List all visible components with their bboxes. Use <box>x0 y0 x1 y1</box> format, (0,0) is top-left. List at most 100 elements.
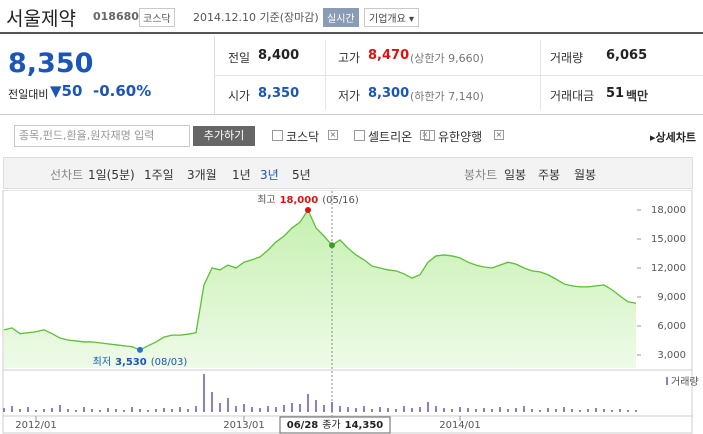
y-tick-label: 3,000 <box>657 350 686 361</box>
line-tab[interactable]: 3년 <box>260 168 279 182</box>
stat-label: 고가 <box>338 51 361 65</box>
volume-bar <box>427 402 429 412</box>
volume-bar <box>51 408 53 412</box>
volume-bar <box>99 410 101 412</box>
line-tab[interactable]: 1주일 <box>144 168 174 182</box>
market-badge: 코스닥 <box>139 8 175 27</box>
compare-label[interactable]: 유한양행 <box>438 130 483 144</box>
volume-bar <box>579 410 581 412</box>
company-button[interactable]: 기업개요 ▾ <box>364 8 420 27</box>
volume-bar <box>515 408 517 412</box>
volume-bar <box>611 410 613 412</box>
volume-bar <box>251 407 253 412</box>
header-rule <box>0 32 703 34</box>
volume-bar <box>299 404 301 412</box>
volume-bar <box>379 407 381 412</box>
high-marker <box>305 207 311 214</box>
compare-label[interactable]: 셀트리온 <box>368 130 413 144</box>
volume-bar <box>11 406 13 412</box>
volume-bar <box>155 409 157 412</box>
line-tab[interactable]: 5년 <box>292 168 311 182</box>
cursor-value: 14,350 <box>345 420 384 431</box>
line-tab[interactable]: 3개월 <box>187 168 217 182</box>
volume-bar <box>539 410 541 412</box>
stat-value: 51 <box>606 86 625 101</box>
volume-bar <box>363 406 365 412</box>
volume-bar <box>419 407 421 412</box>
stats-rule <box>0 114 703 115</box>
high-date: (05/16) <box>322 195 359 206</box>
volume-bar <box>355 408 357 412</box>
volume-bar <box>403 406 405 412</box>
compare-checkbox[interactable] <box>424 130 435 141</box>
detail-label[interactable]: 상세차트 <box>655 131 697 144</box>
candle-tab[interactable]: 주봉 <box>538 168 561 182</box>
change-value: 50 <box>61 82 83 100</box>
candle-tab[interactable]: 일봉 <box>504 168 527 182</box>
cursor-marker <box>329 242 335 249</box>
volume-bar <box>35 410 37 412</box>
stat-value: 6,065 <box>606 48 648 63</box>
cursor-date: 06/28 <box>287 420 319 431</box>
stats-table: 전일 8,400 고가 8,470 (상한가 9,660) 거래량 6,065 시가 8,350… <box>214 36 703 114</box>
compare-checkbox[interactable] <box>354 130 365 141</box>
cursor-label: 종가 <box>322 419 340 431</box>
stock-code: 018680 <box>93 10 139 23</box>
base-date: 2014.12.10 기준(장마감) <box>193 11 319 24</box>
add-button[interactable]: 추가하기 <box>193 126 255 146</box>
volume-bar <box>19 409 21 412</box>
volume-bar <box>603 409 605 412</box>
stat-unit: 백만 <box>626 89 649 103</box>
cursor-box <box>279 416 391 434</box>
volume-bar <box>243 404 245 412</box>
detail-link[interactable]: ▸상세차트 <box>650 131 697 144</box>
candle-tab[interactable]: 월봉 <box>574 168 597 182</box>
volume-bar <box>411 408 413 412</box>
compare-checkbox[interactable] <box>272 130 283 141</box>
stock-name: 서울제약 <box>6 8 76 30</box>
volume-bar <box>131 407 133 412</box>
volume-bar <box>267 406 269 412</box>
volume-bar <box>171 409 173 412</box>
volume-bar <box>371 409 373 412</box>
volume-bar <box>619 409 621 412</box>
stat-value: 8,300 <box>368 86 410 101</box>
price-box: 8,350 전일대비 ▼50 -0.60% <box>0 36 215 114</box>
volume-bar <box>203 374 205 412</box>
compare-remove[interactable]: × <box>328 130 338 140</box>
compare-remove[interactable]: × <box>494 130 504 140</box>
low-marker <box>137 346 143 353</box>
volume-bar <box>483 408 485 412</box>
y-tick-label: 15,000 <box>651 234 686 245</box>
volume-bar <box>475 409 477 412</box>
volume-bar <box>211 392 213 412</box>
company-label[interactable]: 기업개요 <box>369 14 406 25</box>
stat-value: 8,350 <box>258 86 300 101</box>
volume-bar <box>635 410 637 412</box>
volume-bar <box>91 409 93 412</box>
search-input[interactable]: 종목,펀드,환율,원자재명 입력 <box>14 125 190 147</box>
volume-legend-swatch <box>666 377 668 385</box>
line-tab[interactable]: 1일(5분) <box>88 168 135 182</box>
volume-bar <box>219 403 221 412</box>
stat-value: 8,400 <box>258 48 300 63</box>
volume-bar <box>555 409 557 412</box>
change: ▼50 <box>50 82 83 100</box>
stats-row-rule <box>214 75 703 76</box>
stat-note: (상한가 9,660) <box>410 52 484 65</box>
volume-bar <box>195 406 197 412</box>
volume-bar <box>147 410 149 412</box>
stat-note: (하한가 7,140) <box>410 90 484 103</box>
compare-label[interactable]: 코스닥 <box>286 130 320 144</box>
realtime-badge[interactable]: 실시간 <box>323 8 359 27</box>
stat-label: 시가 <box>228 89 251 103</box>
chart: 3,000 6,000 9,000 12,000 15,000 18,000 2012/01… <box>2 190 699 434</box>
volume-bar <box>67 409 69 412</box>
volume-bar <box>291 403 293 412</box>
volume-bar <box>339 406 341 412</box>
volume-bar <box>3 408 5 412</box>
change-label: 전일대비 <box>8 88 49 101</box>
line-tab[interactable]: 1년 <box>232 168 251 182</box>
volume-bar <box>563 407 565 412</box>
